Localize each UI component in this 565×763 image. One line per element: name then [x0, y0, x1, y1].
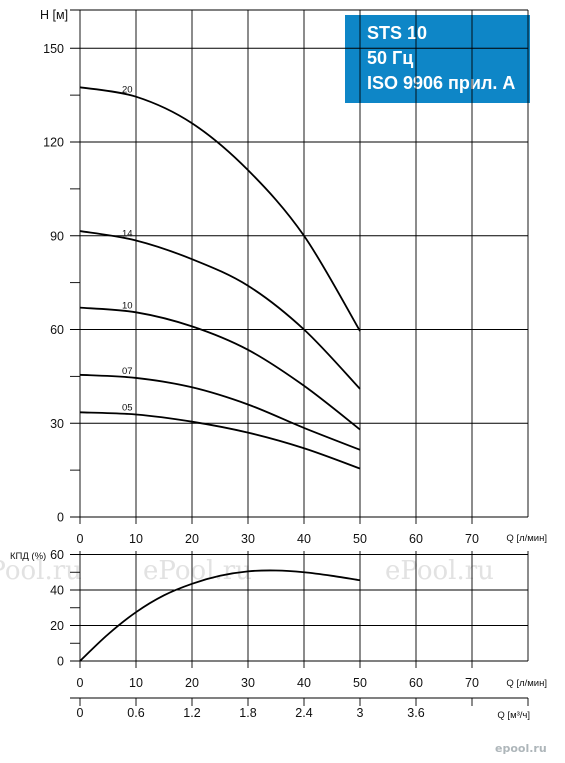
watermark-text: ePool.ru — [143, 556, 252, 586]
eff-x-tick-label: 60 — [409, 676, 423, 690]
head-curve-label: 07 — [122, 366, 133, 377]
head-x-axis-label: Q [л/мин] — [506, 533, 547, 544]
flow-x-axis-label: Q [м³/ч] — [497, 710, 530, 721]
head-y-tick-label: 30 — [50, 417, 64, 431]
head-x-tick-label: 30 — [241, 532, 255, 546]
head-curve-07 — [79, 373, 361, 451]
head-x-tick-label: 20 — [185, 532, 199, 546]
eff-y-tick-label: 60 — [50, 548, 64, 562]
head-curve-label: 05 — [122, 403, 133, 414]
eff-x-tick-label: 30 — [241, 676, 255, 690]
efficiency-chart: 0 20 40 60 0 10 20 30 40 50 60 70 КПД (%) Q [л/мин] — [10, 548, 547, 690]
head-y-tick-label: 60 — [50, 323, 64, 337]
eff-y-tick-label: 40 — [50, 584, 64, 598]
eff-x-tick-label: 20 — [185, 676, 199, 690]
title-line-model: STS 10 — [367, 23, 428, 43]
eff-x-tick-label: 70 — [465, 676, 479, 690]
head-x-tick-label: 70 — [465, 532, 479, 546]
flow-x-tick-label: 0 — [77, 706, 84, 720]
flow-x-tick-label: 3 — [357, 706, 364, 720]
eff-x-tick-label: 10 — [129, 676, 143, 690]
chart-title-box: STS 10 50 Гц ISO 9906 прил. A — [345, 15, 530, 103]
eff-x-tick-label: 50 — [353, 676, 367, 690]
efficiency-curve — [79, 569, 361, 662]
head-curve-label: 10 — [122, 300, 133, 311]
eff-x-axis-label: Q [л/мин] — [506, 678, 547, 689]
head-curve-20 — [79, 86, 361, 332]
eff-x-tick-label: 0 — [77, 676, 84, 690]
watermark-text: ePool.ru — [0, 556, 82, 586]
head-x-tick-label: 40 — [297, 532, 311, 546]
flow-x-tick-label: 2.4 — [295, 706, 312, 720]
watermark-logo: epool.ru — [495, 742, 547, 755]
head-curve-05 — [79, 411, 361, 470]
head-curve-chart: 0 30 60 90 120 150 0 10 20 30 40 50 60 70 H [м] Q [л/ми… — [40, 8, 547, 546]
flow-x-tick-label: 1.8 — [239, 706, 256, 720]
head-y-axis-label: H [м] — [40, 8, 68, 22]
flow-x-tick-label: 1.2 — [183, 706, 200, 720]
watermark-text: ePool.ru — [385, 556, 494, 586]
title-line-frequency: 50 Гц — [367, 48, 414, 68]
title-line-standard: ISO 9906 прил. A — [367, 73, 516, 93]
head-y-tick-label: 0 — [57, 511, 64, 525]
head-curve-14 — [79, 230, 361, 390]
head-x-tick-label: 0 — [77, 532, 84, 546]
head-x-tick-label: 60 — [409, 532, 423, 546]
eff-y-tick-label: 20 — [50, 619, 64, 633]
flow-m3h-axis: 0 0.6 1.2 1.8 2.4 3 3.6 Q [м³/ч] — [70, 697, 530, 721]
flow-x-tick-label: 3.6 — [407, 706, 424, 720]
head-curve-10 — [79, 306, 361, 431]
watermark-layer: ePool.ru ePool.ru ePool.ru epool.ru — [0, 556, 547, 755]
eff-x-tick-label: 40 — [297, 676, 311, 690]
eff-y-tick-label: 0 — [57, 655, 64, 669]
head-y-tick-label: 90 — [50, 229, 64, 243]
head-y-tick-label: 150 — [43, 42, 64, 56]
head-y-tick-label: 120 — [43, 136, 64, 150]
head-curve-label: 20 — [122, 85, 133, 96]
eff-y-axis-label: КПД (%) — [10, 551, 46, 562]
head-x-tick-label: 50 — [353, 532, 367, 546]
head-x-tick-label: 10 — [129, 532, 143, 546]
head-curve-label: 14 — [122, 228, 133, 239]
flow-x-tick-label: 0.6 — [127, 706, 144, 720]
